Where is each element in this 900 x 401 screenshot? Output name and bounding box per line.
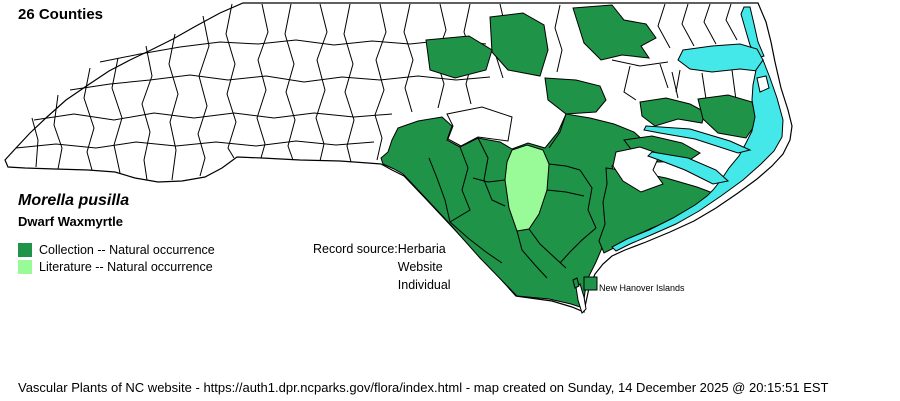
county-collection: [697, 94, 758, 139]
literature-swatch: [18, 259, 32, 274]
collection-swatch: [18, 242, 32, 257]
interior-county-lines: [428, 113, 597, 279]
record-source-value: Individual: [397, 278, 451, 292]
species-common-name: Dwarf Waxmyrtle: [18, 214, 123, 229]
record-source-value: Herbaria: [397, 242, 446, 256]
county-border-lines: [15, 3, 738, 181]
species-scientific-name: Morella pusilla: [18, 192, 130, 209]
legend-item-literature: Literature -- Natural occurrence: [18, 258, 215, 275]
county-collection: [639, 97, 706, 127]
record-source-value: Website: [397, 260, 443, 274]
barrier-island: [575, 283, 587, 314]
literature-county: [504, 144, 550, 232]
roanoke-island: [756, 75, 770, 93]
county-count: 26 Counties: [18, 6, 104, 23]
county-collection: [425, 35, 493, 79]
footer-text: Vascular Plants of NC website - https://…: [18, 380, 829, 395]
neuse-river: [647, 151, 730, 185]
county-blank: [446, 106, 513, 147]
inset-swatch: [583, 276, 598, 291]
barrier-island-green: [572, 277, 580, 289]
county-collection: [572, 4, 657, 61]
non-occurrence-counties: [446, 106, 664, 193]
record-source-label: Record source:: [313, 242, 398, 256]
new-hanover-islands-label: New Hanover Islands: [599, 283, 685, 293]
new-hanover-islands: [572, 277, 587, 314]
legend-item-collection: Collection -- Natural occurrence: [18, 241, 215, 258]
county-collection: [544, 77, 607, 115]
pamlico-river: [643, 125, 752, 154]
legend: Collection -- Natural occurrence Literat…: [18, 241, 215, 275]
legend-label: Literature -- Natural occurrence: [39, 259, 213, 274]
county-collection: [489, 12, 549, 77]
legend-label: Collection -- Natural occurrence: [39, 242, 215, 257]
county-blank: [612, 146, 664, 193]
record-source: Record source: Herbaria Website Individu…: [313, 240, 451, 294]
record-source-values: Herbaria Website Individual: [398, 240, 451, 294]
